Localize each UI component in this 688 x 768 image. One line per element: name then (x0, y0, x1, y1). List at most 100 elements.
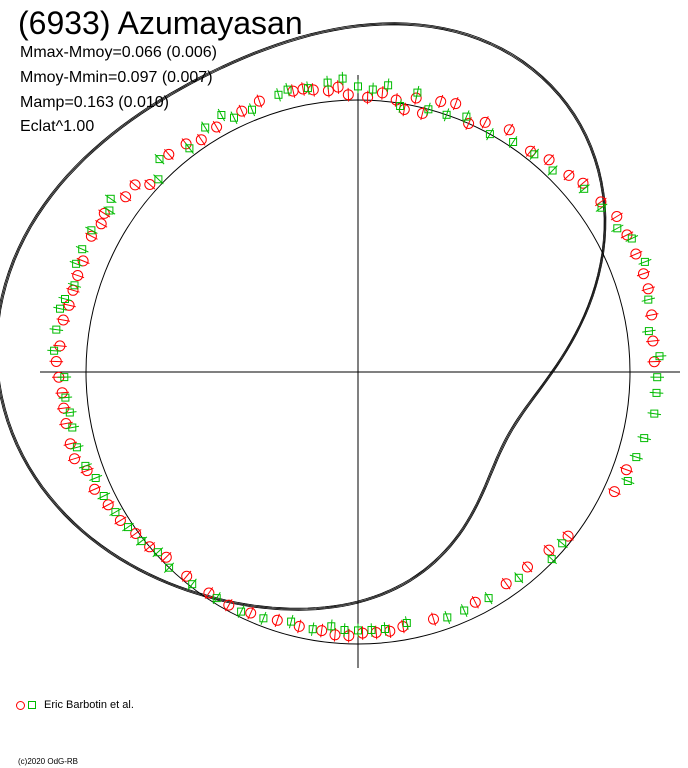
data-point-square-30 (111, 508, 120, 517)
data-point-square-74 (413, 88, 422, 97)
data-point-circle-18 (77, 255, 89, 267)
data-point-circle-73 (479, 116, 491, 128)
data-point-square-57 (652, 388, 661, 397)
error-bar-1-76 (386, 78, 390, 93)
data-point-circle-36 (144, 541, 156, 553)
error-bar-1-29 (97, 492, 111, 500)
data-point-square-54 (632, 453, 641, 462)
error-bar-1-48 (460, 604, 468, 618)
error-bar-1-59 (652, 355, 667, 358)
data-point-circle-72 (503, 124, 515, 136)
error-bar-1-72 (443, 108, 450, 122)
error-bar-1-17 (67, 282, 82, 288)
fit-curve-2 (0, 22, 607, 611)
data-point-square-24 (65, 408, 74, 417)
data-point-square-37 (237, 607, 246, 616)
data-point-circle-11 (163, 148, 175, 160)
data-point-circle-0 (342, 89, 354, 101)
fit-curve-0 (0, 24, 605, 609)
error-bar-1-21 (47, 349, 61, 352)
data-point-circle-74 (463, 118, 475, 129)
error-bar-1-56 (647, 412, 662, 416)
data-point-circle-61 (646, 309, 658, 321)
data-point-circle-9 (195, 134, 207, 146)
data-point-square-27 (81, 461, 90, 470)
error-bar-1-54 (629, 454, 643, 460)
error-bar-1-19 (53, 306, 67, 311)
plot-axes (40, 75, 680, 668)
data-point-circle-51 (428, 613, 439, 625)
error-bar-1-40 (311, 622, 315, 636)
data-point-square-38 (259, 614, 268, 623)
error-bar-1-1 (326, 75, 329, 90)
error-bar-1-41 (330, 619, 333, 634)
data-point-square-22 (60, 373, 69, 382)
data-point-square-52 (558, 539, 567, 548)
stat-eclat: Eclat^1.00 (20, 118, 95, 135)
data-point-square-13 (105, 206, 114, 215)
data-point-square-31 (124, 523, 132, 532)
data-point-square-43 (354, 626, 362, 635)
error-bar-1-46 (405, 616, 409, 630)
data-point-circle-19 (72, 270, 84, 281)
error-bar-1-30 (109, 508, 122, 516)
reference-circle (85, 99, 631, 645)
data-point-square-65 (597, 203, 606, 212)
data-point-circle-58 (620, 464, 632, 476)
error-bar-1-24 (63, 411, 77, 414)
data-point-square-56 (650, 409, 659, 418)
error-bar-1-23 (58, 396, 73, 399)
data-point-circle-17 (85, 230, 97, 242)
data-point-square-14 (87, 226, 96, 235)
data-point-square-67 (548, 166, 557, 175)
data-point-circle-24 (50, 356, 62, 367)
error-bar-1-2 (306, 81, 310, 95)
data-point-square-58 (653, 373, 662, 382)
error-bar-1-61 (641, 297, 656, 302)
error-bar-1-49 (484, 591, 493, 605)
data-point-square-9 (185, 144, 194, 153)
data-point-square-42 (340, 626, 349, 634)
error-bar-1-39 (288, 614, 294, 629)
stat-mamp: Mamp=0.163 (0.010) (20, 94, 169, 111)
error-bar-1-7 (217, 108, 226, 122)
data-point-square-64 (613, 224, 622, 233)
data-point-square-55 (640, 434, 649, 443)
error-bar-1-45 (383, 622, 387, 636)
data-point-square-1 (323, 78, 332, 87)
data-point-square-72 (442, 110, 451, 119)
data-point-square-45 (381, 625, 389, 633)
data-point-square-62 (640, 257, 649, 266)
error-bar-1-20 (49, 328, 64, 331)
fit-curve-1 (0, 23, 606, 610)
data-point-square-78 (354, 82, 362, 91)
data-point-square-41 (327, 622, 336, 631)
error-bar-1-60 (642, 329, 656, 333)
data-point-square-28 (91, 474, 100, 482)
error-bar-1-25 (65, 425, 80, 430)
data-point-circle-13 (129, 179, 141, 191)
error-bar-1-77 (371, 82, 374, 97)
data-point-square-23 (61, 393, 70, 402)
data-point-circle-52 (469, 596, 481, 608)
data-point-circle-30 (69, 453, 80, 465)
data-point-circle-8 (211, 121, 223, 133)
error-bar-1-62 (638, 258, 652, 265)
data-point-circle-40 (223, 599, 235, 611)
data-point-square-50 (514, 573, 523, 582)
data-point-circle-57 (608, 486, 620, 498)
data-point-square-29 (99, 492, 108, 500)
error-bar-1-27 (78, 463, 92, 469)
data-point-square-40 (308, 625, 317, 634)
error-bar-1-0 (341, 71, 344, 86)
data-point-square-17 (70, 281, 79, 290)
error-bar-1-15 (75, 245, 89, 253)
data-point-circle-34 (114, 515, 126, 526)
data-point-circle-60 (647, 335, 659, 347)
data-point-square-59 (655, 352, 664, 361)
data-point-circle-1 (332, 81, 344, 93)
data-point-square-8 (201, 123, 210, 132)
error-bar-1-5 (249, 103, 256, 117)
error-bar-1-73 (426, 102, 431, 116)
